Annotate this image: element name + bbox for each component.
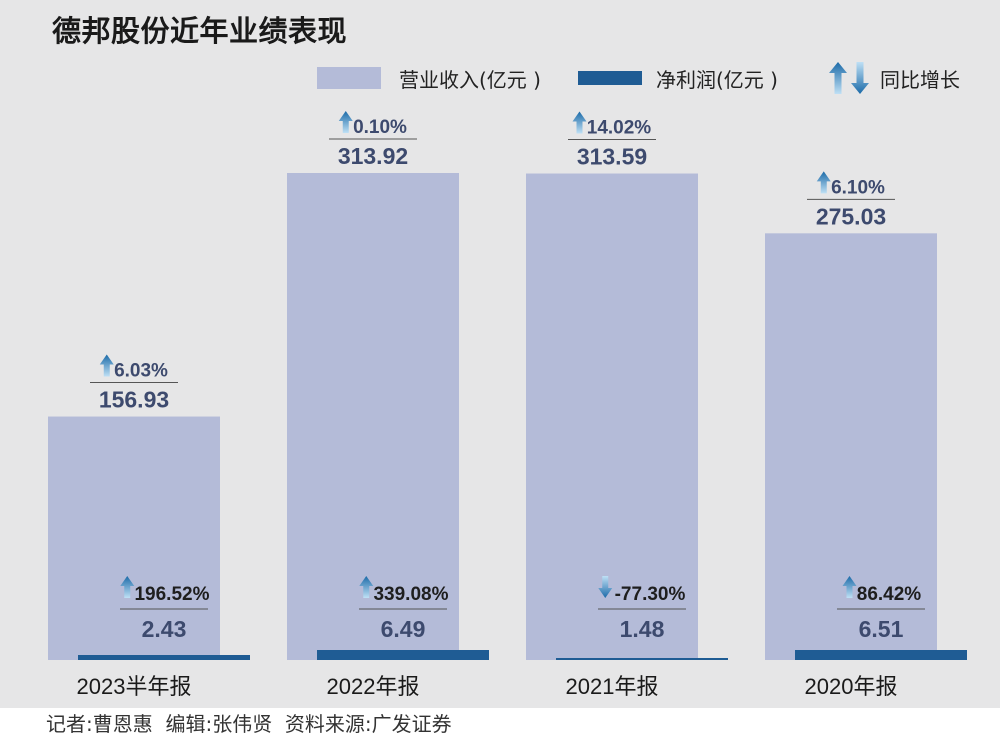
net-profit-value-label-2: 6.49 bbox=[381, 616, 426, 642]
net-profit-value-label-3: 1.48 bbox=[620, 616, 665, 642]
revenue-yoy-up-arrow-icon-2 bbox=[338, 111, 353, 133]
revenue-bar-3 bbox=[526, 173, 698, 660]
revenue-yoy-label-3: 14.02% bbox=[587, 118, 652, 139]
category-label-4: 2020年报 bbox=[805, 674, 898, 699]
net-profit-value-label-1: 2.43 bbox=[142, 616, 187, 642]
revenue-yoy-up-arrow-icon-4 bbox=[816, 171, 831, 194]
category-label-2: 2022年报 bbox=[327, 674, 420, 699]
up-down-arrows-icon bbox=[829, 62, 869, 94]
revenue-value-label-4: 275.03 bbox=[816, 203, 886, 229]
net-profit-yoy-up-arrow-icon-1 bbox=[120, 576, 135, 598]
net-profit-yoy-down-arrow-icon-3 bbox=[598, 576, 613, 598]
legend-label-net-profit: 净利润(亿元 ) bbox=[656, 67, 778, 92]
net-profit-bar-2 bbox=[317, 650, 489, 660]
net-profit-yoy-label-3: -77.30% bbox=[615, 584, 686, 605]
category-label-3: 2021年报 bbox=[566, 674, 659, 699]
revenue-bar-2 bbox=[287, 173, 459, 660]
net-profit-yoy-label-1: 196.52% bbox=[134, 584, 209, 605]
chart-title: 德邦股份近年业绩表现 bbox=[52, 14, 348, 48]
net-profit-yoy-label-2: 339.08% bbox=[373, 584, 448, 605]
revenue-yoy-label-1: 6.03% bbox=[114, 361, 168, 382]
net-profit-yoy-label-4: 86.42% bbox=[857, 584, 922, 605]
legend-net-profit: 净利润(亿元 ) bbox=[578, 63, 778, 93]
category-label-1: 2023半年报 bbox=[77, 674, 192, 699]
revenue-value-label-3: 313.59 bbox=[577, 144, 647, 170]
revenue-value-label-1: 156.93 bbox=[99, 387, 169, 413]
legend-swatch-net-profit bbox=[578, 71, 642, 85]
net-profit-bar-4 bbox=[795, 650, 967, 660]
net-profit-yoy-up-arrow-icon-2 bbox=[359, 576, 374, 598]
revenue-yoy-up-arrow-icon-1 bbox=[99, 354, 114, 377]
legend-label-revenue: 营业收入(亿元 ) bbox=[399, 67, 541, 92]
revenue-yoy-label-2: 0.10% bbox=[353, 117, 407, 138]
revenue-yoy-label-4: 6.10% bbox=[831, 177, 885, 198]
revenue-value-label-2: 313.92 bbox=[338, 143, 408, 169]
legend-revenue: 营业收入(亿元 ) bbox=[317, 63, 541, 93]
legend-label-yoy: 同比增长 bbox=[880, 67, 960, 92]
bar-chart: 156.93 6.03% 2.43 196.52% 2023半年报 313.92 0.10%… bbox=[48, 111, 967, 699]
net-profit-bar-3 bbox=[556, 658, 728, 660]
legend-swatch-revenue bbox=[317, 67, 381, 89]
revenue-bar-1 bbox=[48, 416, 220, 660]
credit-line: 记者:曹恩惠 编辑:张伟贤 资料来源:广发证券 bbox=[46, 712, 452, 736]
revenue-yoy-up-arrow-icon-3 bbox=[572, 111, 587, 134]
net-profit-bar-1 bbox=[78, 655, 250, 660]
net-profit-value-label-4: 6.51 bbox=[859, 616, 904, 642]
net-profit-yoy-up-arrow-icon-4 bbox=[842, 576, 857, 598]
legend-yoy: 同比增长 bbox=[826, 62, 960, 94]
